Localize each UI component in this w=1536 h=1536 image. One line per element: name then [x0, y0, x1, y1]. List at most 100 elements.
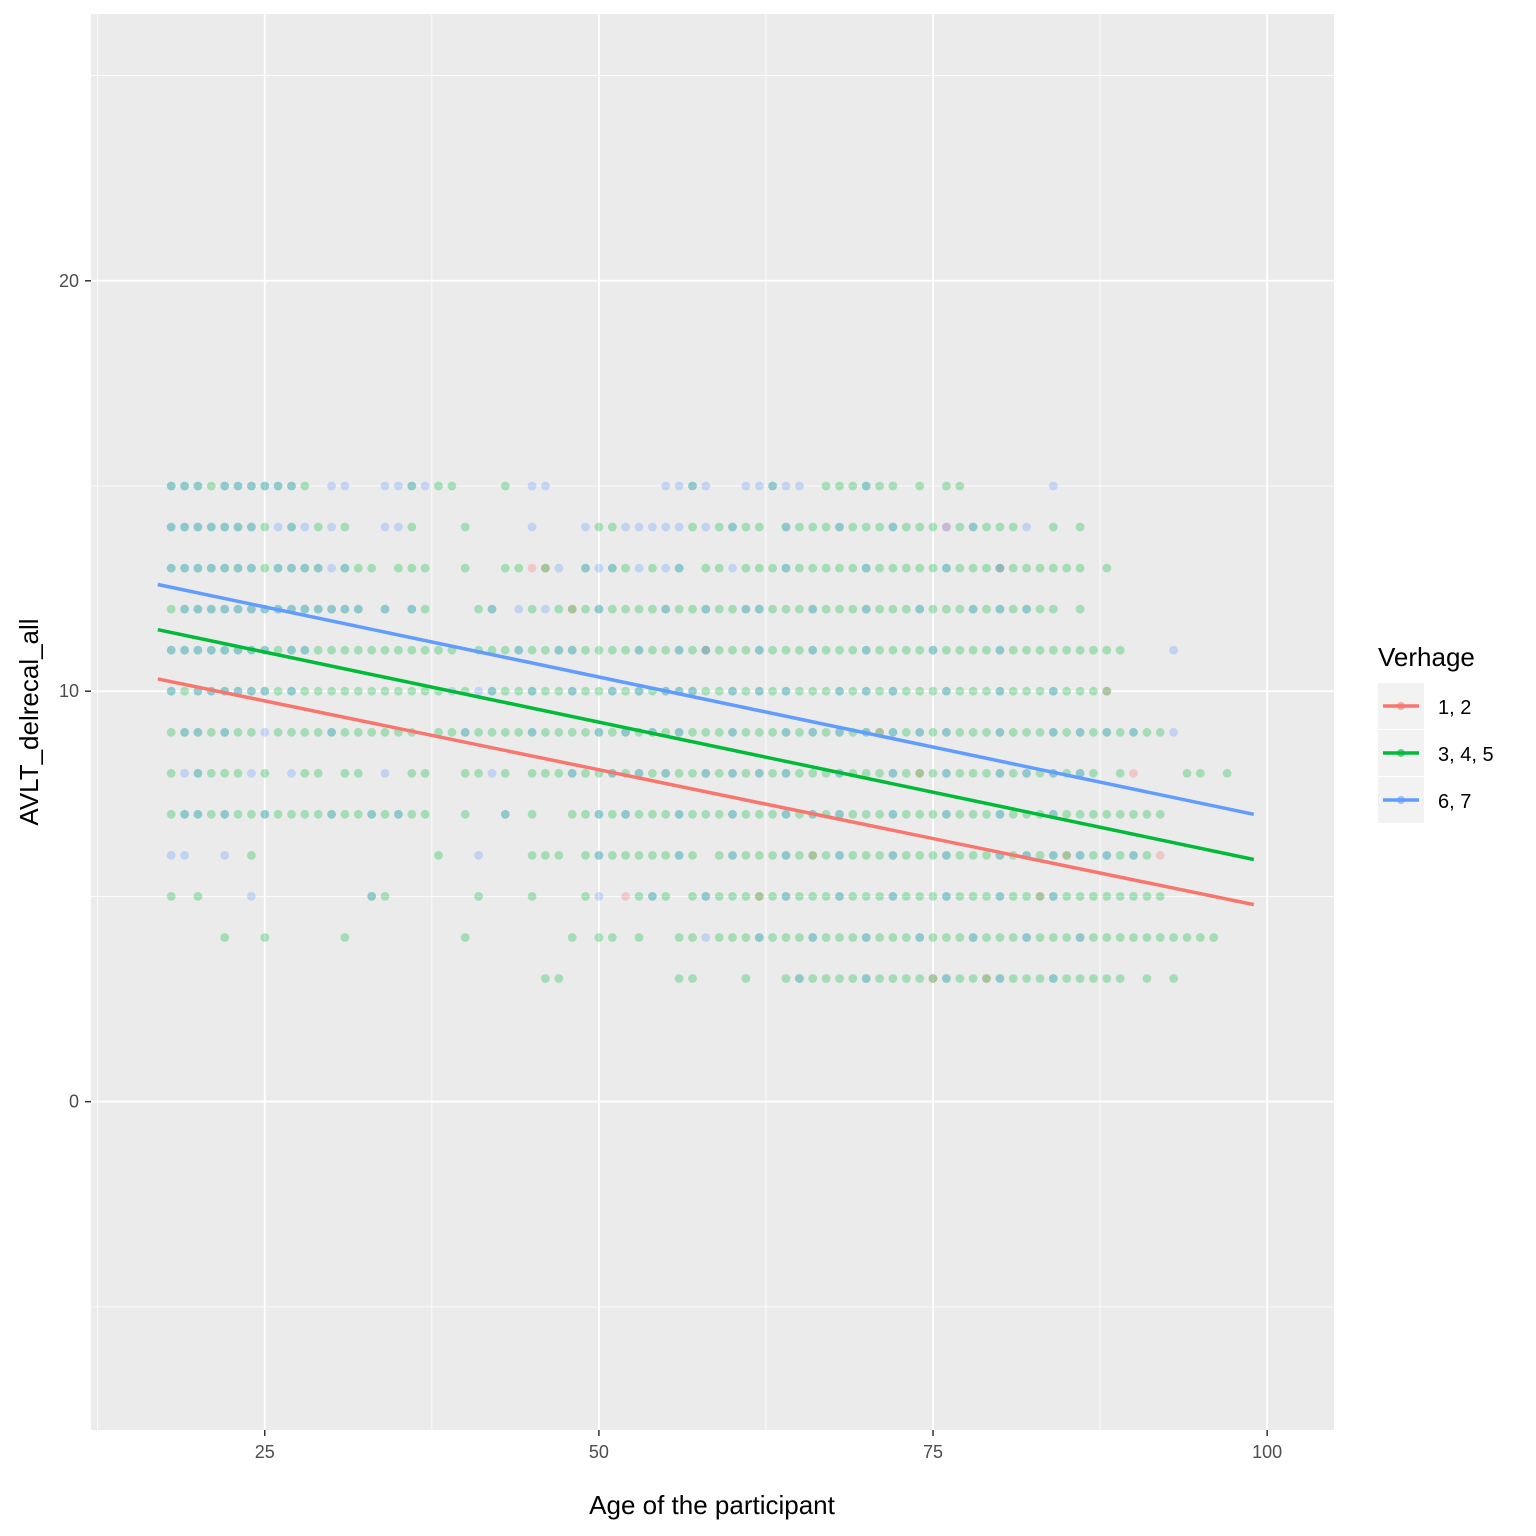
- data-point: [220, 851, 230, 860]
- data-point: [1075, 933, 1085, 942]
- legend-key-point: [1397, 749, 1405, 757]
- data-point: [741, 686, 751, 696]
- data-point: [394, 481, 403, 491]
- data-point: [1022, 604, 1031, 614]
- data-point: [714, 851, 724, 860]
- data-point: [1089, 686, 1098, 696]
- data-point: [380, 768, 390, 778]
- data-point: [193, 563, 203, 573]
- data-point: [474, 851, 483, 860]
- data-point: [407, 563, 417, 573]
- data-point: [1115, 851, 1125, 860]
- data-point: [982, 809, 991, 819]
- data-point: [193, 604, 203, 614]
- fit-line: [157, 627, 1255, 862]
- data-point: [861, 851, 871, 860]
- data-point: [1089, 727, 1098, 737]
- data-point: [353, 686, 363, 696]
- data-point: [982, 974, 991, 983]
- data-point: [247, 686, 256, 696]
- data-point: [968, 522, 978, 532]
- data-point: [340, 563, 350, 573]
- data-point: [995, 645, 1005, 655]
- data-point: [1155, 727, 1165, 737]
- data-point: [888, 809, 898, 819]
- data-point: [648, 645, 657, 655]
- data-point: [180, 727, 190, 737]
- data-point: [915, 604, 925, 614]
- data-point: [928, 522, 938, 532]
- data-point: [233, 481, 243, 491]
- data-point: [821, 974, 831, 983]
- data-point: [594, 686, 604, 696]
- data-point: [875, 645, 884, 655]
- data-point: [407, 604, 417, 614]
- data-point: [340, 768, 350, 778]
- data-point: [353, 604, 363, 614]
- data-point: [581, 809, 590, 819]
- data-point: [781, 645, 791, 655]
- data-point: [327, 727, 336, 737]
- data-point: [166, 768, 176, 778]
- data-point: [407, 768, 417, 778]
- data-point: [835, 727, 844, 737]
- data-point: [527, 563, 537, 573]
- data-point: [634, 686, 644, 696]
- data-point: [728, 768, 737, 778]
- data-point: [166, 686, 176, 696]
- data-point: [233, 604, 243, 614]
- data-point: [434, 481, 443, 491]
- data-point: [233, 563, 243, 573]
- data-point: [861, 933, 871, 942]
- data-point: [581, 563, 590, 573]
- data-point: [848, 604, 858, 614]
- data-point: [781, 604, 791, 614]
- data-point: [287, 727, 296, 737]
- data-point: [848, 563, 858, 573]
- data-point: [313, 522, 323, 532]
- data-point: [300, 768, 310, 778]
- data-point: [300, 481, 310, 491]
- data-point: [287, 563, 296, 573]
- data-point: [674, 809, 684, 819]
- data-point: [527, 768, 537, 778]
- data-point: [313, 645, 323, 655]
- data-point: [942, 522, 951, 532]
- data-point: [674, 851, 684, 860]
- data-point: [434, 851, 443, 860]
- data-point: [848, 481, 858, 491]
- data-point: [554, 645, 564, 655]
- data-point: [1155, 851, 1165, 860]
- data-point: [955, 481, 965, 491]
- data-point: [313, 604, 323, 614]
- data-point: [674, 645, 684, 655]
- data-point: [353, 768, 363, 778]
- data-point: [1035, 727, 1045, 737]
- data-point: [728, 522, 737, 532]
- data-point: [995, 563, 1005, 573]
- data-point: [968, 727, 978, 737]
- data-point: [273, 809, 283, 819]
- data-point: [634, 851, 644, 860]
- data-point: [327, 727, 336, 737]
- data-point: [915, 604, 925, 614]
- data-point: [995, 892, 1005, 901]
- data-point: [888, 563, 898, 573]
- data-point: [594, 809, 604, 819]
- data-point: [1048, 563, 1058, 573]
- data-point: [380, 645, 390, 655]
- data-point: [995, 563, 1005, 573]
- data-point: [594, 727, 604, 737]
- data-point: [353, 809, 363, 819]
- data-point: [500, 727, 510, 737]
- data-point: [327, 809, 336, 819]
- data-point: [714, 809, 724, 819]
- data-point: [795, 974, 804, 983]
- data-point: [367, 645, 377, 655]
- data-point: [955, 563, 965, 573]
- y-axis: 0 10 20: [59, 271, 91, 1112]
- data-point: [180, 645, 190, 655]
- data-point: [1102, 686, 1112, 696]
- data-point: [1102, 892, 1112, 901]
- data-point: [1062, 809, 1072, 819]
